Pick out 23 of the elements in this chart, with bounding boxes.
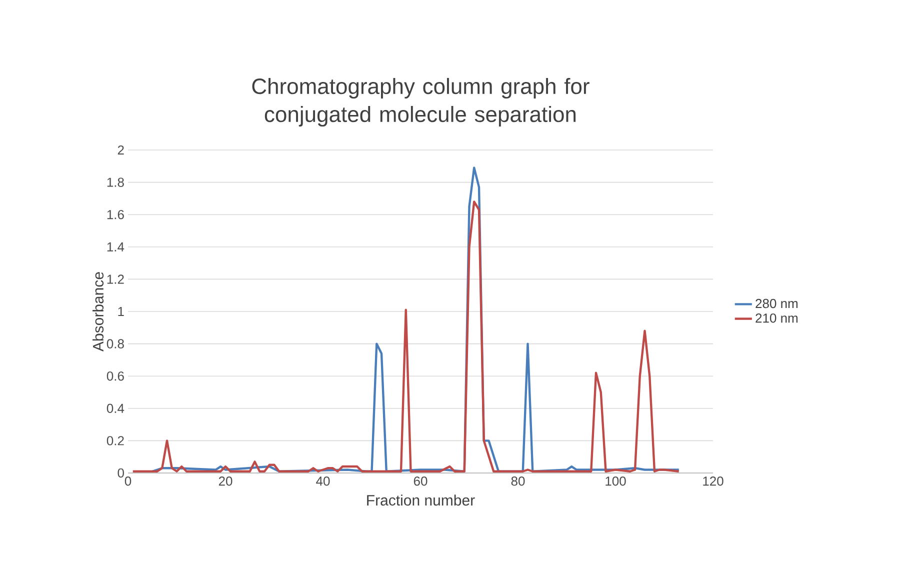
y-tick-label: 0.2 — [106, 436, 124, 446]
y-tick-label: 0.4 — [106, 404, 124, 413]
legend-label: 280 nm — [756, 298, 798, 308]
x-tick-label: 40 — [316, 476, 330, 486]
y-tick-label: 1.6 — [107, 210, 124, 220]
chart-title: Chromatography column graph for conjugated molecule separation — [252, 78, 590, 126]
y-tick-label: 0 — [118, 468, 124, 478]
x-tick-label: 0 — [124, 476, 132, 486]
x-tick-label: 80 — [511, 476, 525, 486]
y-tick-label: 1.4 — [107, 242, 124, 252]
x-tick-label: 20 — [218, 476, 232, 486]
y-tick-label: 1.8 — [107, 178, 124, 187]
y-tick-label: 1.2 — [107, 274, 124, 284]
x-tick-label: 120 — [703, 476, 724, 486]
y-axis-title: Absorbance — [92, 272, 104, 352]
x-tick-label: 100 — [606, 476, 626, 486]
y-tick-label: 0.8 — [106, 339, 124, 348]
y-tick-label: 0.6 — [106, 371, 124, 381]
y-tick-label: 2 — [118, 145, 124, 155]
legend-label: 210 nm — [756, 313, 798, 323]
x-axis-title: Fraction number — [367, 494, 475, 506]
y-tick-label: 1 — [118, 307, 124, 316]
x-tick-label: 60 — [414, 476, 428, 486]
